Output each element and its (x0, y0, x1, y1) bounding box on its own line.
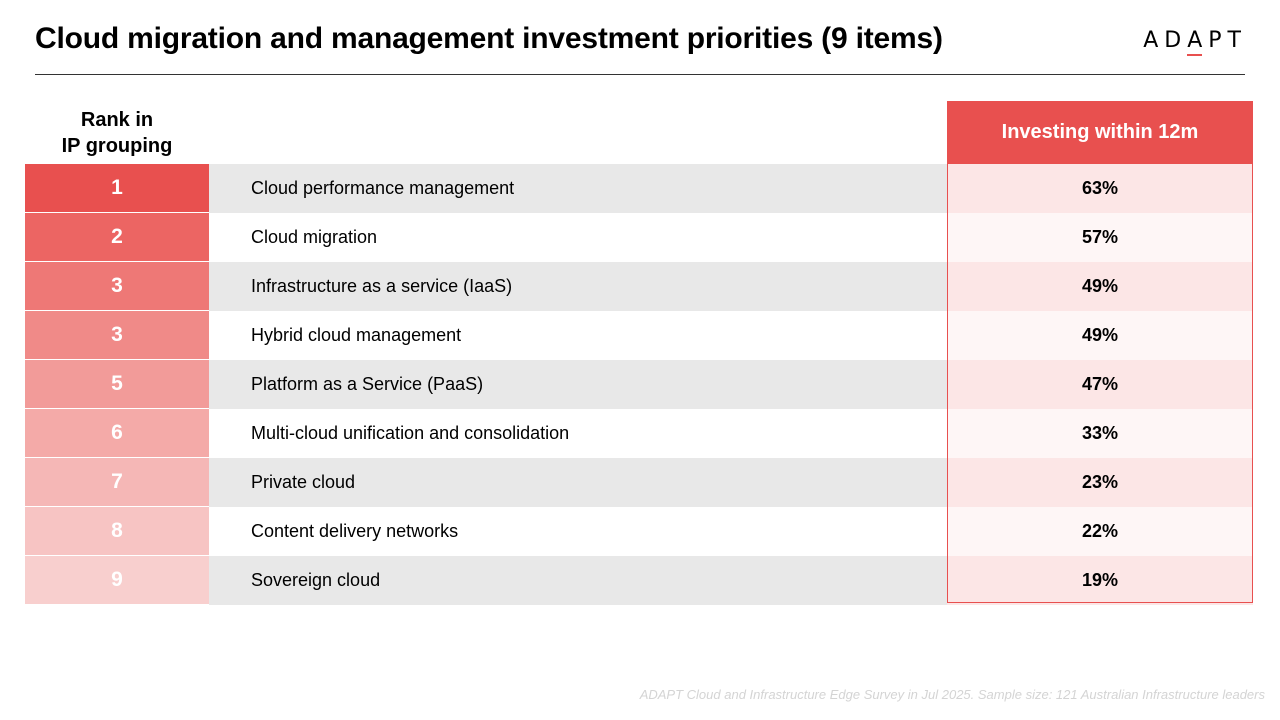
investment-value: 63% (947, 164, 1253, 213)
rank-header-line-2: IP grouping (61, 135, 173, 157)
item-label: Private cloud (209, 458, 947, 507)
source-footnote: ADAPT Cloud and Infrastructure Edge Surv… (639, 687, 1265, 702)
table-row: 1 Cloud performance management 63% (25, 164, 1253, 213)
rank-cell: 8 (25, 507, 209, 555)
priority-table: 1 Cloud performance management 63% 2 Cloud m… (25, 164, 1253, 605)
rank-cell: 6 (25, 409, 209, 457)
value-column-header: Investing within 12m (947, 101, 1253, 164)
table-row: 8 Content delivery networks 22% (25, 507, 1253, 556)
rank-cell: 1 (25, 164, 209, 212)
table-row: 3 Infrastructure as a service (IaaS) 49% (25, 262, 1253, 311)
item-label: Multi-cloud unification and consolidatio… (209, 409, 947, 458)
rank-header-line-1: Rank in (80, 109, 154, 131)
logo-text-end: PT (1208, 28, 1247, 53)
rank-cell: 2 (25, 213, 209, 261)
logo-text-start: AD (1143, 28, 1188, 53)
rank-column-header: Rank in IP grouping (25, 107, 209, 159)
rank-cell: 3 (25, 311, 209, 359)
investment-value: 47% (947, 360, 1253, 409)
investment-value: 19% (947, 556, 1253, 605)
item-label: Cloud performance management (209, 164, 947, 213)
investment-value: 33% (947, 409, 1253, 458)
table-row: 6 Multi-cloud unification and consolidati… (25, 409, 1253, 458)
item-label: Platform as a Service (PaaS) (209, 360, 947, 409)
investment-value: 49% (947, 311, 1253, 360)
rank-cell: 7 (25, 458, 209, 506)
title-divider (35, 74, 1245, 75)
logo-text-accent: A (1187, 28, 1209, 56)
item-label: Content delivery networks (209, 507, 947, 556)
item-label: Sovereign cloud (209, 556, 947, 605)
page-title: Cloud migration and management investmen… (35, 22, 943, 55)
adapt-logo: ADAPT (1143, 28, 1247, 56)
investment-value: 22% (947, 507, 1253, 556)
rank-cell: 9 (25, 556, 209, 604)
item-label: Hybrid cloud management (209, 311, 947, 360)
investment-value: 49% (947, 262, 1253, 311)
table-row: 7 Private cloud 23% (25, 458, 1253, 507)
table-row: 9 Sovereign cloud 19% (25, 556, 1253, 605)
table-row: 5 Platform as a Service (PaaS) 47% (25, 360, 1253, 409)
item-label: Cloud migration (209, 213, 947, 262)
rank-cell: 5 (25, 360, 209, 408)
investment-value: 23% (947, 458, 1253, 507)
table-row: 2 Cloud migration 57% (25, 213, 1253, 262)
rank-cell: 3 (25, 262, 209, 310)
table-row: 3 Hybrid cloud management 49% (25, 311, 1253, 360)
investment-value: 57% (947, 213, 1253, 262)
item-label: Infrastructure as a service (IaaS) (209, 262, 947, 311)
